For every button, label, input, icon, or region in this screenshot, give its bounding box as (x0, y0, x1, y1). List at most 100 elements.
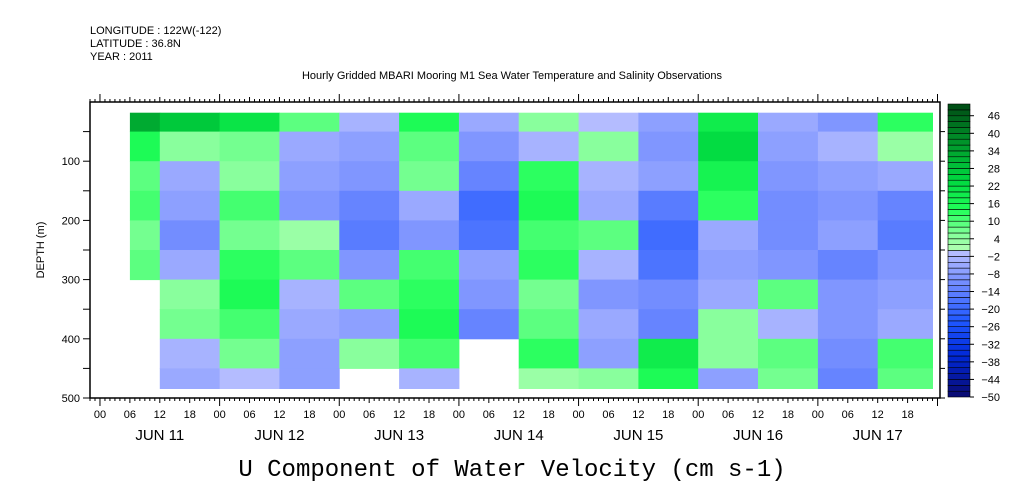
heatmap-cell (758, 309, 819, 340)
heatmap-cell (578, 368, 639, 389)
heatmap-cell (817, 112, 879, 133)
colorbar-band (947, 343, 971, 351)
colorbar-band (947, 314, 971, 322)
heatmap-cell (339, 112, 400, 133)
x-tick-label: 06 (243, 409, 255, 421)
heatmap-cell (458, 131, 520, 162)
heatmap-cell (758, 112, 819, 133)
heatmap-cell (399, 250, 460, 281)
heatmap-cell (578, 131, 639, 162)
heatmap-cell (219, 161, 280, 192)
heatmap-cell (399, 161, 460, 192)
x-day-label: JUN 17 (853, 427, 903, 444)
heatmap-cell (877, 190, 933, 221)
heatmap-cell (638, 338, 699, 369)
heatmap-cell (159, 250, 221, 281)
x-tick-label: 12 (752, 409, 764, 421)
x-tick-label: 00 (453, 409, 465, 421)
colorbar-label: −8 (987, 269, 1000, 281)
header-latitude: LATITUDE : 36.8N (90, 38, 181, 50)
colorbar-band (947, 103, 971, 111)
heatmap-cell (817, 279, 879, 310)
colorbar-band (947, 273, 971, 281)
y-tick-label: 300 (62, 275, 80, 287)
colorbar-band (947, 150, 971, 158)
heatmap-cell (399, 131, 460, 162)
colorbar-band (947, 349, 971, 357)
heatmap-cell (518, 161, 579, 192)
colorbar-label: −26 (981, 322, 1000, 334)
heatmap-cell (159, 338, 221, 369)
y-axis: 100 200 300 400 500 (62, 131, 945, 405)
colorbar-band (947, 127, 971, 134)
colorbar-band (947, 285, 971, 292)
heatmap-cell (518, 112, 579, 133)
x-tick-label: 12 (393, 409, 405, 421)
heatmap-cell (518, 368, 579, 389)
heatmap-cell (518, 279, 579, 310)
heatmap-cell (339, 279, 400, 310)
colorbar-label: −32 (981, 339, 1000, 351)
heatmap-cell (159, 368, 221, 389)
colorbar-band (947, 361, 971, 368)
heatmap-cell (698, 131, 759, 162)
x-day-label: JUN 16 (733, 427, 783, 444)
heatmap-cell (698, 161, 759, 192)
heatmap-cell (279, 131, 340, 162)
heatmap-cell (129, 161, 161, 192)
colorbar-band (947, 156, 971, 163)
heatmap-cell (578, 112, 639, 133)
x-tick-label: 00 (333, 409, 345, 421)
colorbar-band (947, 256, 971, 263)
heatmap-cell (758, 131, 819, 162)
heatmap-cell (638, 112, 699, 133)
heatmap-cell (698, 220, 759, 251)
heatmap-cell (698, 368, 759, 389)
colorbar-band (947, 279, 971, 286)
heatmap-cell (279, 112, 340, 133)
colorbar-band (947, 133, 971, 140)
heatmap-cell (817, 131, 879, 162)
heatmap-cell (638, 161, 699, 192)
heatmap-cell (877, 368, 933, 389)
heatmap-cell (877, 250, 933, 281)
x-tick-label: 12 (154, 409, 166, 421)
colorbar-label: 34 (988, 146, 1000, 158)
heatmap-cell (817, 309, 879, 340)
colorbar-band (947, 302, 971, 310)
x-tick-label: 00 (94, 409, 106, 421)
colorbar-band (947, 367, 971, 374)
y-tick-label: 200 (62, 215, 80, 227)
heatmap-cell (279, 250, 340, 281)
colorbar-label: 40 (988, 128, 1000, 140)
x-tick-label: 18 (303, 409, 315, 421)
heatmap-cell (219, 131, 280, 162)
heatmap-cell (458, 309, 520, 340)
heatmap-cell (129, 131, 161, 162)
heatmap-cell (279, 338, 340, 369)
colorbar-band (947, 179, 971, 187)
heatmap-cell (518, 190, 579, 221)
heatmap-cell (758, 368, 819, 389)
x-tick-label: 06 (363, 409, 375, 421)
x-tick-label: 06 (483, 409, 495, 421)
heatmap-cell (159, 131, 221, 162)
heatmap-cell (877, 279, 933, 310)
heatmap-cell (339, 309, 400, 340)
heatmap-cell (159, 220, 221, 251)
heatmap-cell (698, 190, 759, 221)
heatmap-cell (877, 131, 933, 162)
x-tick-label: 12 (273, 409, 285, 421)
heatmap-cell (758, 279, 819, 310)
x-tick-label: 00 (572, 409, 584, 421)
heatmap-cells (129, 112, 933, 389)
colorbar-band (947, 185, 971, 193)
heatmap-cell (279, 220, 340, 251)
colorbar-band (947, 174, 971, 181)
colorbar-band (947, 308, 971, 316)
colorbar-band (947, 109, 971, 117)
y-axis-label: DEPTH (m) (35, 222, 47, 279)
heatmap-cell (698, 112, 759, 133)
colorbar-label: −38 (981, 357, 1000, 369)
